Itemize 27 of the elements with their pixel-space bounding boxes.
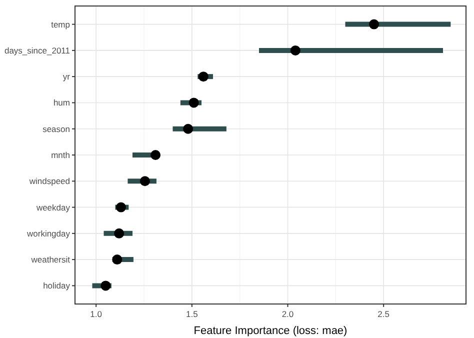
x-axis-title: Feature Importance (loss: mae) [194, 325, 348, 337]
y-tick-label: mnth [51, 150, 70, 160]
y-tick-label: yr [62, 72, 70, 82]
point [140, 176, 150, 186]
point [290, 45, 300, 56]
point [116, 202, 126, 212]
point [100, 280, 111, 291]
x-tick-label: 2.0 [282, 309, 294, 319]
y-tick-label: workingday [26, 228, 71, 238]
y-tick-label: temp [51, 19, 70, 30]
x-tick-label: 2.5 [378, 309, 390, 319]
y-tick-label: weathersit [30, 254, 71, 265]
point [198, 72, 208, 82]
x-tick-label: 1.5 [186, 309, 198, 319]
point [369, 19, 379, 30]
y-tick-label: season [42, 124, 70, 134]
y-tick-label: holiday [43, 280, 71, 291]
y-tick-label: weekday [35, 202, 71, 212]
y-tick-label: hum [53, 98, 70, 108]
y-tick-label: windspeed [28, 176, 70, 186]
point [188, 98, 199, 108]
point [114, 228, 124, 238]
y-tick-label: days_since_2011 [4, 45, 70, 56]
point [183, 124, 194, 134]
x-tick-label: 1.0 [90, 309, 102, 319]
point [112, 254, 122, 265]
point [150, 150, 160, 160]
